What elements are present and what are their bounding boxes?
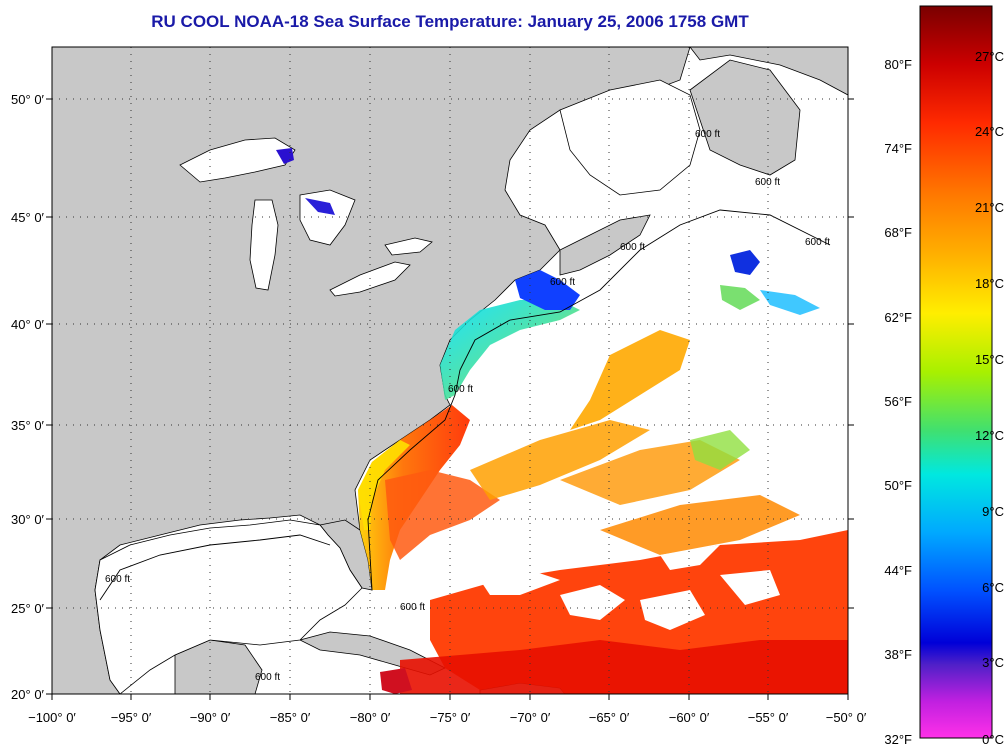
cloud-patch-3 (720, 570, 780, 605)
fahrenheit-label: 74°F (884, 141, 912, 156)
isobath-label: 600 ft (255, 672, 280, 683)
celsius-label: 3°C (982, 655, 1004, 670)
sst-streak-2 (470, 420, 650, 500)
lat-label: 35° 0′ (11, 418, 45, 433)
cloud-patch-4 (660, 545, 720, 570)
lat-label: 25° 0′ (11, 601, 45, 616)
celsius-label: 18°C (975, 276, 1004, 291)
sst-cool-patch-2 (720, 285, 760, 310)
celsius-label: 0°C (982, 732, 1004, 747)
celsius-label: 15°C (975, 352, 1004, 367)
lon-label: −50° 0′ (826, 710, 867, 725)
fahrenheit-label: 80°F (884, 57, 912, 72)
land-newfoundland (689, 59, 801, 176)
celsius-label: 21°C (975, 200, 1004, 215)
lon-label: −95° 0′ (111, 710, 152, 725)
tick-marks (46, 98, 854, 700)
sst-green-streak (690, 430, 750, 470)
lake-ontario (384, 237, 433, 256)
colorbar-fahrenheit-labels: 80°F 74°F 68°F 62°F 56°F 50°F 44°F 38°F … (884, 57, 912, 747)
lon-label: −70° 0′ (510, 710, 551, 725)
fahrenheit-label: 32°F (884, 732, 912, 747)
sst-streak-1 (570, 330, 690, 430)
lon-label: −60° 0′ (669, 710, 710, 725)
isobath-label: 600 ft (550, 277, 575, 288)
isobath-label: 600 ft (805, 237, 830, 248)
lon-label: −65° 0′ (589, 710, 630, 725)
sst-cool-patch (760, 290, 820, 315)
map-title: RU COOL NOAA-18 Sea Surface Temperature:… (151, 12, 749, 31)
land-nova-scotia (559, 214, 651, 276)
grid-lines (52, 47, 848, 694)
longitude-labels: −100° 0′ −95° 0′ −90° 0′ −85° 0′ −80° 0′… (28, 710, 867, 725)
latitude-labels: 50° 0′ 45° 0′ 40° 0′ 35° 0′ 30° 0′ 25° 0… (11, 92, 45, 702)
sst-cold-patch (730, 250, 760, 275)
fahrenheit-label: 50°F (884, 478, 912, 493)
lat-label: 20° 0′ (11, 687, 45, 702)
sst-gulf-of-maine (515, 270, 580, 310)
lat-label: 30° 0′ (11, 512, 45, 527)
lon-label: −90° 0′ (190, 710, 231, 725)
gulf-of-mexico (94, 519, 363, 694)
celsius-label: 24°C (975, 124, 1004, 139)
isobath-label: 600 ft (105, 574, 130, 585)
isobath-label: 600 ft (755, 177, 780, 188)
celsius-label: 6°C (982, 580, 1004, 595)
lake-michigan (249, 199, 279, 291)
lat-label: 45° 0′ (11, 210, 45, 225)
cloud-patch-5 (480, 570, 560, 595)
isobath-line (367, 209, 831, 591)
lake-cold-water-2 (305, 198, 335, 215)
celsius-label: 12°C (975, 428, 1004, 443)
colorbar-celsius-labels: 27°C 24°C 21°C 18°C 15°C 12°C 9°C 6°C 3°… (975, 49, 1004, 747)
fahrenheit-label: 38°F (884, 647, 912, 662)
fahrenheit-label: 68°F (884, 225, 912, 240)
celsius-label: 27°C (975, 49, 1004, 64)
celsius-label: 9°C (982, 504, 1004, 519)
lon-label: −80° 0′ (350, 710, 391, 725)
land-north-america (52, 47, 691, 694)
sst-warm-patch (385, 470, 500, 560)
fahrenheit-label: 56°F (884, 394, 912, 409)
isobath-label: 600 ft (620, 242, 645, 253)
sst-warm-south-red (400, 640, 848, 694)
lon-label: −100° 0′ (28, 710, 76, 725)
lat-label: 50° 0′ (11, 92, 45, 107)
fahrenheit-label: 62°F (884, 310, 912, 325)
lon-label: −85° 0′ (270, 710, 311, 725)
sst-streak-4 (600, 495, 800, 555)
lon-label: −75° 0′ (430, 710, 471, 725)
land-labrador (689, 47, 848, 96)
sst-shelf-water (440, 300, 580, 400)
fahrenheit-label: 44°F (884, 563, 912, 578)
gulf-st-lawrence (559, 79, 701, 196)
sst-coast-warm (380, 668, 412, 694)
isobath-labels: 600 ft 600 ft 600 ft 600 ft 600 ft 600 f… (105, 129, 830, 683)
colorbar (919, 5, 993, 739)
isobath-label: 600 ft (695, 129, 720, 140)
lat-label: 40° 0′ (11, 317, 45, 332)
lon-label: −55° 0′ (748, 710, 789, 725)
isobath-label: 600 ft (448, 384, 473, 395)
isobath-label: 600 ft (400, 602, 425, 613)
